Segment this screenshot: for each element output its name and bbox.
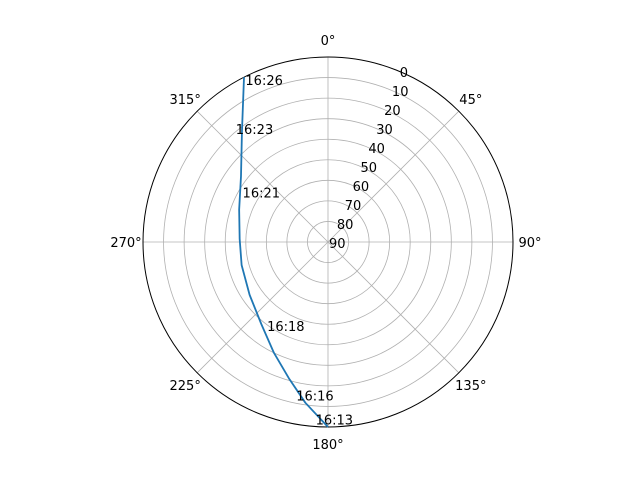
grid [143,57,513,427]
time-annotation: 16:26 [245,74,282,89]
radial-tick-label: 70 [345,199,362,214]
radial-tick-label: 20 [384,104,401,119]
angular-grid-line [327,110,460,243]
angular-tick-labels: 0° 45° 90° 135° 180° 225° 270° 315° [110,34,541,453]
angular-grid-line [196,241,329,374]
time-annotation: 16:18 [267,320,304,335]
radial-tick-label: 10 [392,85,409,100]
radial-tick-label: 80 [337,218,354,233]
angular-tick-label: 180° [312,438,343,453]
radial-tick-label: 60 [353,180,370,195]
time-annotation: 16:21 [243,187,280,202]
angular-tick-label: 270° [110,236,141,251]
time-annotation: 16:16 [296,389,333,404]
angular-tick-label: 90° [518,236,541,251]
radial-tick-label: 90 [329,237,346,252]
angular-tick-label: 225° [170,379,201,394]
radial-tick-label: 0 [400,66,408,81]
radial-tick-label: 40 [368,142,385,157]
angular-tick-label: 135° [455,379,486,394]
time-annotation: 16:13 [316,413,353,428]
radial-tick-label: 30 [376,123,393,138]
radial-tick-label: 50 [360,161,377,176]
radial-tick-labels: 0 10 20 30 40 50 60 70 80 90 [329,66,408,252]
series-layer [238,77,329,428]
series-line [238,77,329,428]
time-annotations: 16:13 16:16 16:18 16:21 16:23 16:26 [236,74,353,428]
angular-grid-line [327,241,460,374]
angular-grid-line [196,110,329,243]
angular-tick-label: 45° [459,93,482,108]
time-annotation: 16:23 [236,123,273,138]
angular-tick-label: 315° [170,93,201,108]
angular-tick-label: 0° [321,34,336,49]
